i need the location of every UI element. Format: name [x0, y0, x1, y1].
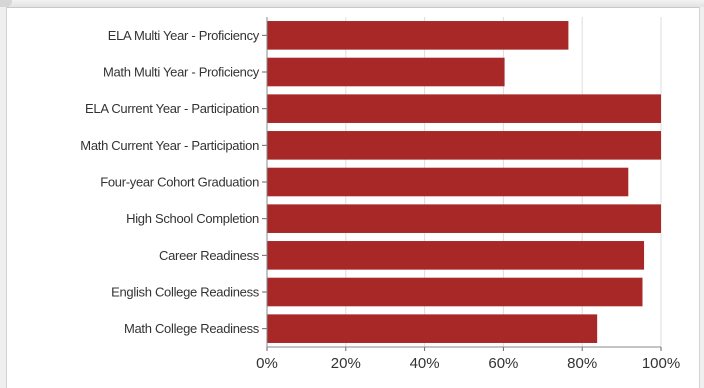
panel-top-border	[0, 0, 704, 8]
x-tick-label: 80%	[567, 355, 597, 372]
bar	[267, 94, 661, 123]
panel-right-border	[699, 7, 704, 388]
bar	[267, 314, 598, 343]
bar	[267, 241, 645, 270]
x-tick-labels: 0% 20% 40% 60% 80% 100%	[256, 355, 680, 372]
category-label: Math Multi Year - Proficiency	[103, 65, 260, 80]
bar	[267, 277, 643, 307]
panel-corner	[0, 0, 12, 7]
category-label: ELA Multi Year - Proficiency	[108, 28, 260, 43]
axes	[262, 17, 662, 351]
x-tick-label: 60%	[488, 355, 518, 372]
category-label: Four-year Cohort Graduation	[100, 175, 259, 190]
category-label: Career Readiness	[159, 248, 260, 263]
bar	[267, 21, 569, 50]
x-tick-label: 40%	[410, 355, 440, 372]
x-tick-label: 20%	[331, 355, 361, 372]
bar	[267, 167, 629, 197]
category-label: High School Completion	[126, 211, 259, 226]
x-tick-label: 0%	[256, 355, 278, 372]
category-label: English College Readiness	[111, 285, 260, 300]
category-label: ELA Current Year - Participation	[85, 101, 259, 116]
category-label: Math Current Year - Participation	[80, 138, 259, 153]
bar	[267, 204, 661, 233]
bar	[267, 57, 505, 87]
category-labels: ELA Multi Year - Proficiency Math Multi Y…	[80, 28, 260, 336]
category-label: Math College Readiness	[124, 321, 260, 336]
x-tick-label: 100%	[642, 355, 680, 372]
bars	[267, 21, 661, 343]
panel-left-border	[0, 7, 7, 388]
bar	[267, 131, 661, 160]
